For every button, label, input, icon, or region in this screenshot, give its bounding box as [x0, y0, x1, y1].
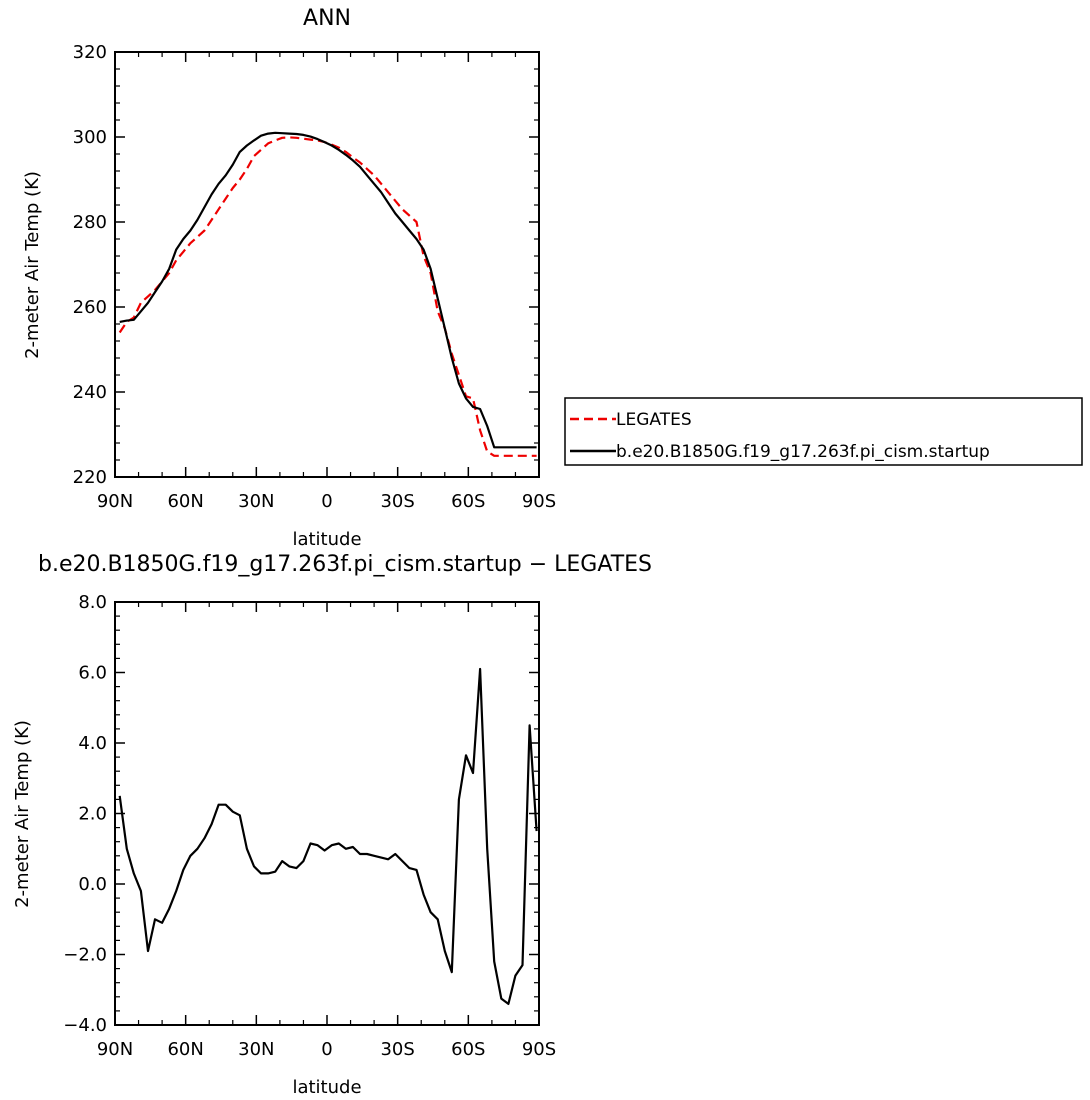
panel2-xtick-label: 90N: [97, 1039, 133, 1060]
panel1-ytick-label: 320: [73, 42, 107, 63]
panel1-xlabel: latitude: [292, 529, 361, 550]
panel2-ylabel: 2-meter Air Temp (K): [12, 720, 33, 908]
panel1-ytick-label: 280: [73, 212, 107, 233]
panel1-xtick-label: 90S: [522, 491, 556, 512]
panel1-ytick-label: 260: [73, 297, 107, 318]
legend-label-model: b.e20.B1850G.f19_g17.263f.pi_cism.startu…: [616, 442, 990, 462]
panel1-xtick-label: 30S: [380, 491, 414, 512]
legend: LEGATES b.e20.B1850G.f19_g17.263f.pi_cis…: [564, 397, 1083, 466]
panel2-xtick-label: 30N: [238, 1039, 274, 1060]
panel1-xtick-label: 0: [321, 491, 332, 512]
panel1-xtick-label: 90N: [97, 491, 133, 512]
panel1-plot-frame: [114, 51, 540, 478]
panel2-xtick-label: 30S: [380, 1039, 414, 1060]
panel2-xtick-label: 60S: [451, 1039, 485, 1060]
panel2-xtick-label: 90S: [522, 1039, 556, 1060]
panel1-series-line-1: [119, 131, 537, 449]
temperature-panel: ANN 90N 60N 30N 0 30S 60S 90S 220 240 260 280 300 32…: [22, 6, 1083, 550]
panel2-series-line-0: [118, 667, 538, 1006]
panel1-title: ANN: [303, 6, 351, 31]
legend-box: [564, 397, 1083, 466]
panel1-ticks: 90N 60N 30N 0 30S 60S 90S 220 240 260 280 300 320: [73, 42, 557, 512]
panel2-xtick-label: 0: [321, 1039, 332, 1060]
panel2-xlabel: latitude: [292, 1077, 361, 1098]
panel1-xtick-label: 30N: [238, 491, 274, 512]
panel2-ytick-label: 6.0: [78, 663, 107, 684]
panel2-title: b.e20.B1850G.f19_g17.263f.pi_cism.startu…: [38, 552, 652, 577]
panel2-plot-frame: [114, 601, 540, 1026]
panel1-series: [118, 131, 537, 457]
difference-panel: b.e20.B1850G.f19_g17.263f.pi_cism.startu…: [12, 552, 652, 1098]
panel2-ytick-label: 4.0: [78, 733, 107, 754]
panel2-ytick-label: 0.0: [78, 874, 107, 895]
panel1-series-line-0: [118, 136, 537, 457]
panel1-xtick-label: 60N: [167, 491, 203, 512]
legend-label-legates: LEGATES: [616, 410, 692, 430]
panel2-ytick-label: −2.0: [63, 945, 107, 966]
panel2-ticks: 90N 60N 30N 0 30S 60S 90S 8.0 6.0 4.0 2.0 0.0 −2.0 −4…: [63, 592, 556, 1060]
panel1-ytick-label: 220: [73, 467, 107, 488]
panel1-ytick-label: 300: [73, 127, 107, 148]
panel2-series: [118, 667, 538, 1006]
panel1-xtick-label: 60S: [451, 491, 485, 512]
panel1-ylabel: 2-meter Air Temp (K): [22, 171, 43, 359]
panel1-ytick-label: 240: [73, 382, 107, 403]
panel2-ytick-label: 8.0: [78, 592, 107, 613]
panel2-ytick-label: 2.0: [78, 804, 107, 825]
panel2-ytick-label: −4.0: [63, 1015, 107, 1036]
panel2-xtick-label: 60N: [167, 1039, 203, 1060]
